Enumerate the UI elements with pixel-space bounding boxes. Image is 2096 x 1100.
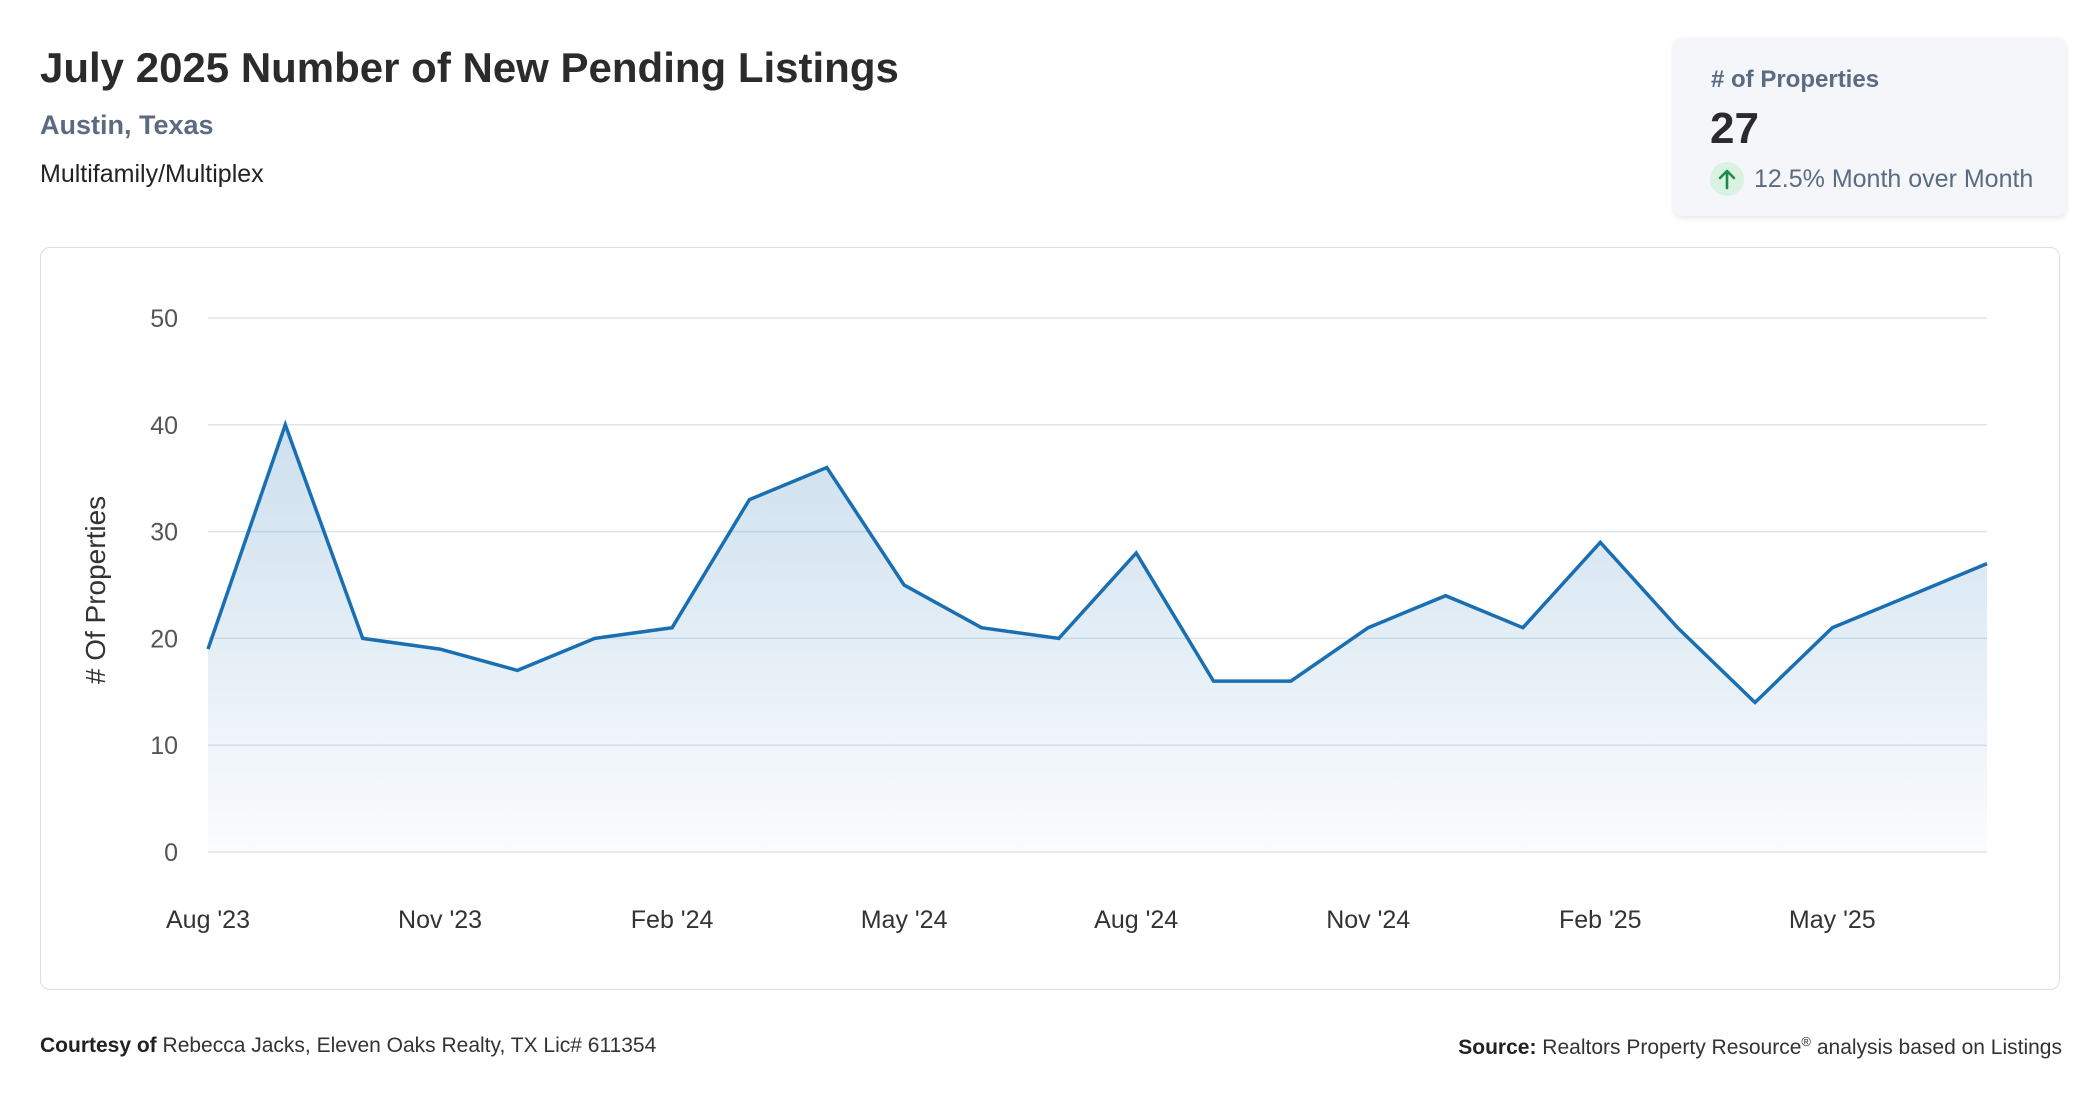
y-tick-label: 40 bbox=[150, 412, 178, 440]
courtesy-text: Rebecca Jacks, Eleven Oaks Realty, TX Li… bbox=[162, 1034, 657, 1057]
x-tick-label: Feb '25 bbox=[1559, 906, 1642, 934]
kpi-label: # of Properties bbox=[1711, 66, 1880, 93]
data-point[interactable] bbox=[975, 622, 987, 634]
data-point[interactable] bbox=[1981, 558, 1993, 570]
data-point[interactable] bbox=[357, 632, 369, 644]
data-point[interactable] bbox=[1517, 622, 1529, 634]
source-label: Source: bbox=[1458, 1036, 1537, 1059]
data-point[interactable] bbox=[1749, 696, 1761, 708]
data-point[interactable] bbox=[1904, 590, 1916, 602]
data-point[interactable] bbox=[511, 664, 523, 676]
y-tick-label: 30 bbox=[150, 519, 178, 547]
kpi-change-text: 12.5% Month over Month bbox=[1754, 164, 2034, 193]
data-point[interactable] bbox=[898, 579, 910, 591]
series-line bbox=[206, 419, 1988, 705]
x-tick-label: Feb '24 bbox=[631, 906, 714, 934]
data-point[interactable] bbox=[1362, 622, 1374, 634]
data-point[interactable] bbox=[202, 643, 214, 655]
courtesy-footer: Courtesy of Rebecca Jacks, Eleven Oaks R… bbox=[40, 1034, 656, 1058]
x-tick-label: Nov '24 bbox=[1326, 906, 1410, 934]
data-point[interactable] bbox=[1208, 675, 1220, 687]
data-point[interactable] bbox=[1826, 622, 1838, 634]
line-chart: 0 10 20 30 40 50 Aug '23 Nov '23 Feb '24 May '24… bbox=[80, 305, 1993, 934]
x-tick-label: Aug '23 bbox=[166, 906, 250, 934]
source-text-b: analysis based on Listings bbox=[1811, 1036, 2062, 1059]
x-tick-label: Nov '23 bbox=[398, 906, 482, 934]
data-point[interactable] bbox=[279, 419, 291, 431]
courtesy-label: Courtesy of bbox=[40, 1034, 157, 1057]
source-text: Realtors Property Resource bbox=[1542, 1036, 1802, 1059]
data-point[interactable] bbox=[666, 622, 678, 634]
x-tick-label: Aug '24 bbox=[1094, 906, 1178, 934]
property-type-label: Multifamily/Multiplex bbox=[40, 160, 264, 188]
kpi-value: 27 bbox=[1710, 104, 1759, 153]
x-tick-label: May '24 bbox=[861, 906, 948, 934]
registered-mark: ® bbox=[1801, 1034, 1811, 1049]
y-tick-label: 10 bbox=[150, 732, 178, 760]
data-point[interactable] bbox=[1130, 547, 1142, 559]
data-point[interactable] bbox=[434, 643, 446, 655]
data-point[interactable] bbox=[1594, 536, 1606, 548]
kpi-card: # of Properties 27 12.5% Month over Mont… bbox=[1674, 38, 2066, 216]
page-title: July 2025 Number of New Pending Listings bbox=[40, 44, 899, 91]
data-point[interactable] bbox=[1053, 632, 1065, 644]
location-label: Austin, Texas bbox=[40, 110, 214, 140]
y-axis-label: # Of Properties bbox=[80, 496, 111, 684]
series-area bbox=[208, 424, 1987, 852]
y-tick-label: 0 bbox=[164, 839, 178, 867]
data-point[interactable] bbox=[589, 632, 601, 644]
arrow-up-icon bbox=[1710, 162, 1744, 196]
source-footer: Source: Realtors Property Resource® anal… bbox=[1458, 1034, 2062, 1060]
data-point[interactable] bbox=[1285, 675, 1297, 687]
data-point[interactable] bbox=[1672, 622, 1684, 634]
data-point[interactable] bbox=[821, 462, 833, 474]
kpi-change: 12.5% Month over Month bbox=[1710, 162, 2033, 196]
chart-container: 0 10 20 30 40 50 Aug '23 Nov '23 Feb '24 May '24… bbox=[40, 247, 2060, 990]
x-tick-label: May '25 bbox=[1789, 906, 1876, 934]
y-tick-label: 50 bbox=[150, 305, 178, 333]
y-tick-label: 20 bbox=[150, 625, 178, 653]
data-point[interactable] bbox=[743, 494, 755, 506]
data-point[interactable] bbox=[1440, 590, 1452, 602]
